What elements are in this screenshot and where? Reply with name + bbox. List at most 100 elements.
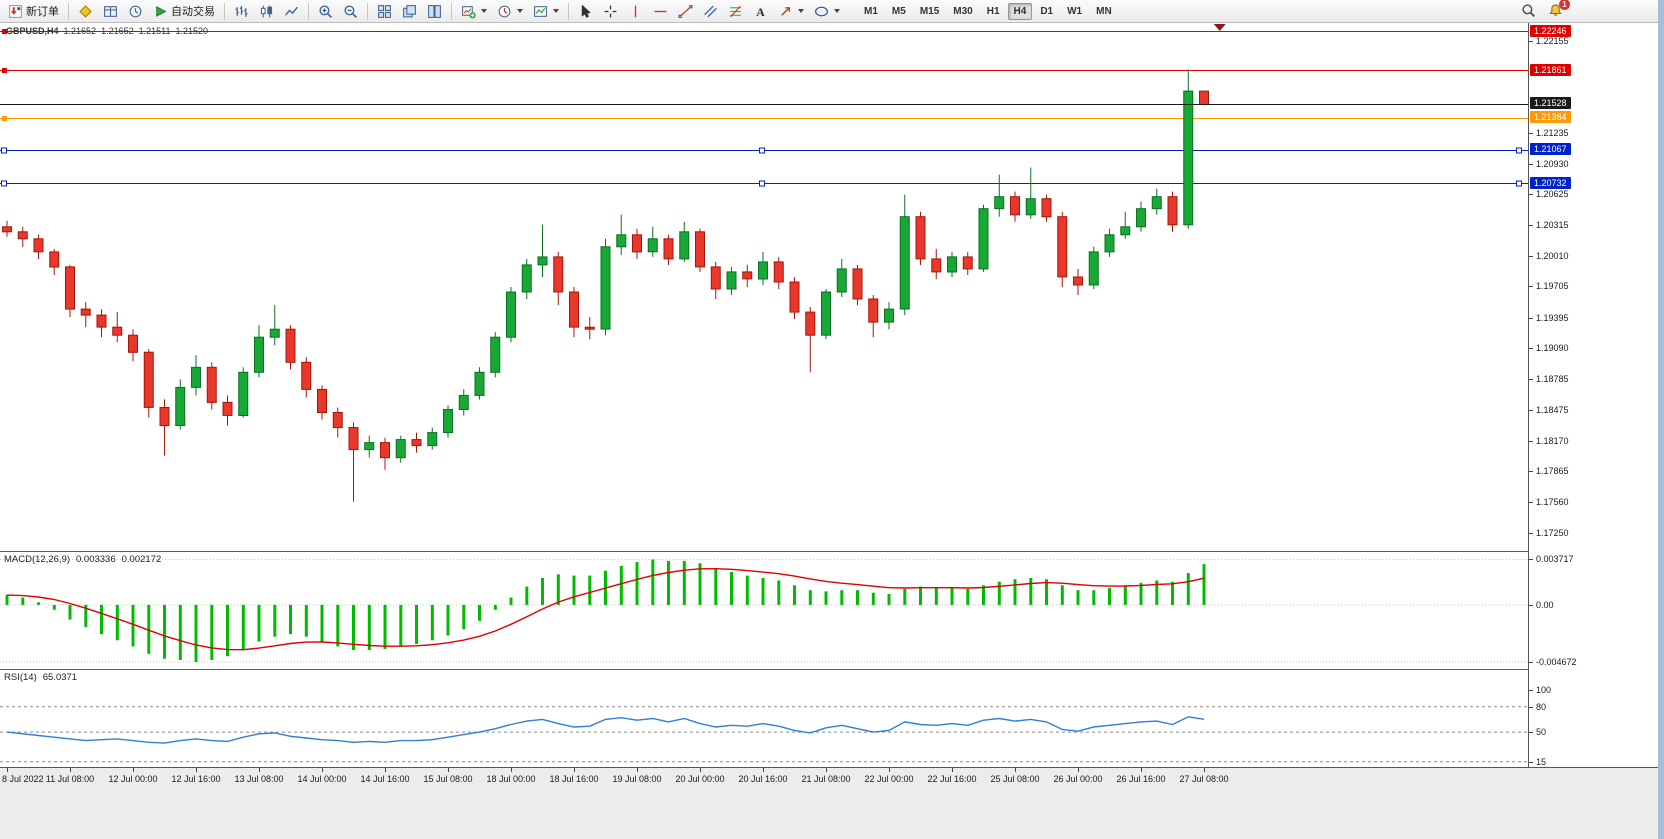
candle (301, 357, 312, 398)
timeframe-h4[interactable]: H4 (1007, 2, 1033, 20)
vertical-line-button[interactable] (624, 1, 647, 22)
horizontal-line-object (0, 29, 1528, 34)
channel-icon (703, 4, 718, 19)
axis-tick (1529, 286, 1533, 287)
time-axis[interactable]: 8 Jul 2022 11 Jul 08:00 12 Jul 00:00 12 Jul… (0, 767, 1658, 839)
candle (1025, 167, 1036, 219)
candlestick-chart[interactable] (0, 23, 1528, 551)
cursor-button[interactable] (574, 1, 597, 22)
time-axis-label: 12 Jul 00:00 (108, 774, 158, 784)
price-axis-label: 80 (1536, 701, 1547, 712)
price-axis-label: 15 (1536, 756, 1547, 767)
time-axis-label: 12 Jul 16:00 (171, 774, 221, 784)
zoom-out-button[interactable] (339, 1, 362, 22)
time-tick (259, 768, 260, 772)
metaeditor-button[interactable] (74, 1, 97, 22)
macd-chart[interactable] (0, 551, 1528, 669)
fibonacci-button[interactable] (724, 1, 747, 22)
new-order-button[interactable]: 新订单 (4, 1, 63, 22)
candle (33, 234, 44, 259)
candle (978, 204, 989, 272)
candle (506, 287, 516, 343)
new-chart-button[interactable] (457, 1, 491, 22)
time-tick (1015, 768, 1016, 772)
data-window-button[interactable] (99, 1, 122, 22)
price-axis-label: 1.17865 (1536, 466, 1569, 477)
horizontal-line-button[interactable] (649, 1, 672, 22)
time-axis-label: 11 Jul 08:00 (45, 774, 95, 784)
axis-tick (1529, 502, 1533, 503)
price-axis[interactable]: 1.22155 1.21235 1.20930 1.20625 1.20315 1.200… (1528, 23, 1658, 767)
panel-separator[interactable] (0, 551, 1658, 552)
candle (584, 317, 595, 340)
dropdown-caret-icon (553, 9, 559, 13)
price-axis-label: 1.18475 (1536, 404, 1569, 415)
arrange-windows-button[interactable] (423, 1, 446, 22)
rsi-chart[interactable] (0, 669, 1528, 767)
crosshair-button[interactable] (599, 1, 622, 22)
history-center-button[interactable] (124, 1, 147, 22)
candle (758, 251, 768, 285)
zoom-out-icon (343, 4, 358, 19)
toolbar-group (313, 1, 363, 22)
time-axis-label: 21 Jul 08:00 (801, 774, 851, 784)
cascade-windows-button[interactable] (398, 1, 421, 22)
timeframe-h1[interactable]: H1 (986, 5, 1000, 17)
time-tick (196, 768, 197, 772)
candle (395, 435, 406, 463)
arrows-icon (778, 4, 793, 19)
timeframe-mn[interactable]: MN (1096, 5, 1112, 17)
timeframe-m5[interactable]: M5 (891, 5, 906, 17)
fibonacci-icon (728, 4, 743, 19)
axis-tick (1529, 559, 1533, 560)
candle (238, 367, 249, 418)
arrows-button[interactable] (774, 1, 808, 22)
candle (1088, 246, 1099, 289)
timeframe-m15[interactable]: M15 (919, 5, 940, 17)
tile-windows-button[interactable] (373, 1, 396, 22)
candle (1199, 90, 1209, 106)
dropdown-caret-icon (517, 9, 523, 13)
bar-chart-button[interactable] (230, 1, 253, 22)
trendline-button[interactable] (674, 1, 697, 22)
macd-signal-line (6, 567, 1205, 651)
timeframe-w1[interactable]: W1 (1067, 5, 1083, 17)
candle (128, 329, 138, 362)
zoom-in-button[interactable] (314, 1, 337, 22)
panel-separator[interactable] (0, 669, 1658, 670)
channel-button[interactable] (699, 1, 722, 22)
candle (443, 405, 453, 438)
symbol-period-label: GBPUSD,H4 (6, 26, 59, 36)
time-axis-label: 22 Jul 16:00 (927, 774, 977, 784)
autotrading-button[interactable]: 自动交易 (149, 1, 219, 22)
shapes-button[interactable] (810, 1, 844, 22)
text-button[interactable]: A (749, 1, 772, 22)
line-chart-button[interactable] (280, 1, 303, 22)
template-icon (533, 4, 548, 19)
macd-main-value: 0.003336 (76, 554, 116, 565)
axis-tick (1529, 441, 1533, 442)
time-axis-label: 14 Jul 16:00 (360, 774, 410, 784)
candle (899, 194, 910, 316)
time-axis-label: 19 Jul 08:00 (612, 774, 662, 784)
macd-signal-value: 0.002172 (121, 554, 162, 565)
candle (1136, 201, 1146, 232)
candle (789, 277, 800, 320)
profiles-button[interactable] (493, 1, 527, 22)
axis-tick (1529, 762, 1533, 763)
time-tick (574, 768, 575, 772)
time-axis-label: 26 Jul 16:00 (1116, 774, 1166, 784)
time-tick (763, 768, 764, 772)
dropdown-caret-icon (481, 9, 487, 13)
templates-button[interactable] (529, 1, 563, 22)
axis-tick (1529, 410, 1533, 411)
time-axis-label: 20 Jul 16:00 (738, 774, 788, 784)
timeframe-m30[interactable]: M30 (953, 5, 973, 17)
search-button[interactable] (1520, 2, 1537, 19)
notifications-button[interactable]: 1 (1547, 0, 1570, 19)
candlestick-chart-button[interactable] (255, 1, 278, 22)
timeframe-m1[interactable]: M1 (864, 5, 878, 17)
axis-tick (1529, 533, 1533, 534)
timeframe-d1[interactable]: D1 (1040, 5, 1054, 17)
chart-shift-marker (1213, 24, 1226, 31)
